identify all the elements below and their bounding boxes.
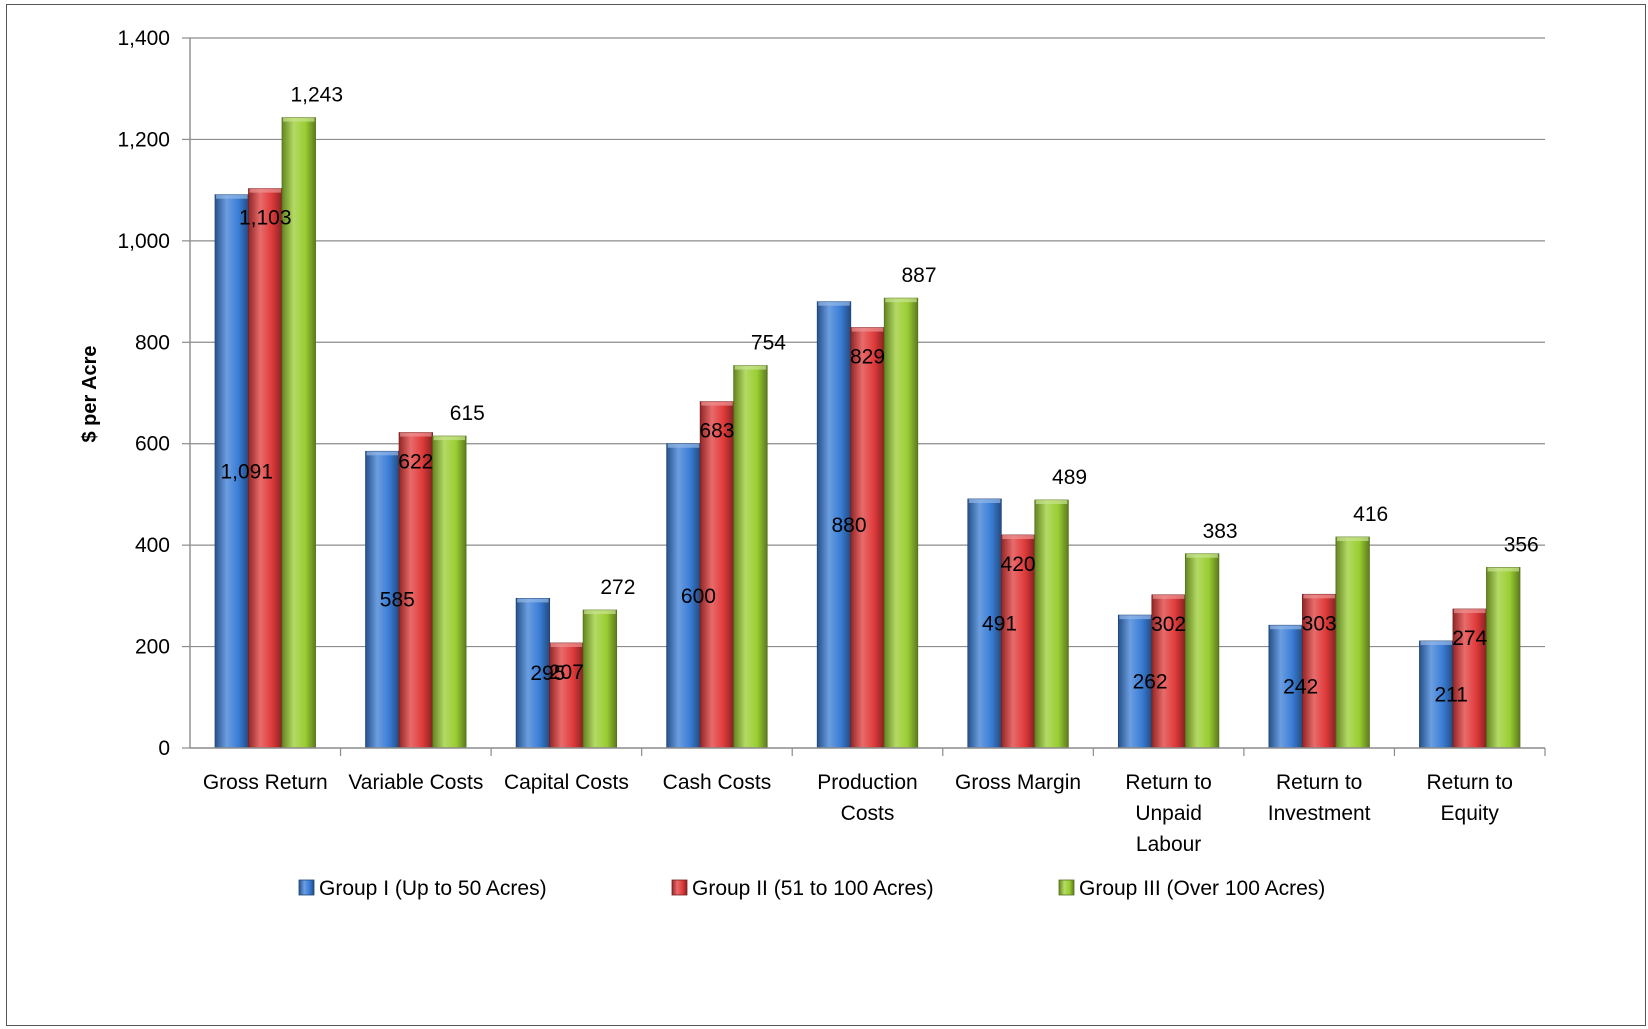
bar xyxy=(1034,499,1069,749)
legend-swatch xyxy=(1058,879,1075,896)
y-axis-ticks: 0 200 400 600 800 1,000 1,200 1,400 xyxy=(117,27,190,760)
bar xyxy=(1335,536,1370,749)
axes xyxy=(189,38,1546,756)
data-label: 242 xyxy=(1283,676,1318,699)
x-category-label: Return to xyxy=(1427,771,1513,794)
x-category-label: Return to xyxy=(1276,771,1362,794)
x-category-label: Cash Costs xyxy=(663,771,772,794)
x-category-label: Return to xyxy=(1125,771,1211,794)
data-label: 489 xyxy=(1052,466,1087,489)
data-label: 887 xyxy=(901,264,936,287)
x-category-label: Capital Costs xyxy=(504,771,629,794)
x-category-label: Labour xyxy=(1136,833,1201,856)
bar xyxy=(666,443,701,749)
data-label: 622 xyxy=(398,451,433,474)
data-label: 356 xyxy=(1504,533,1539,556)
y-tick-label: 0 xyxy=(158,737,170,760)
x-category-label: Variable Costs xyxy=(348,771,483,794)
data-label: 211 xyxy=(1434,683,1467,706)
x-category-label: Unpaid xyxy=(1135,802,1202,825)
legend-label: Group III (Over 100 Acres) xyxy=(1079,877,1325,900)
bar xyxy=(248,188,283,749)
bar xyxy=(549,642,584,749)
data-label: 829 xyxy=(850,346,885,369)
data-label: 1,091 xyxy=(220,460,273,483)
y-tick-label: 400 xyxy=(135,534,170,557)
data-label: 262 xyxy=(1133,671,1168,694)
legend-label: Group I (Up to 50 Acres) xyxy=(319,877,547,900)
data-label: 585 xyxy=(380,589,415,612)
y-tick-label: 600 xyxy=(135,433,170,456)
data-label: 383 xyxy=(1203,520,1238,543)
y-tick-label: 800 xyxy=(135,331,170,354)
bar xyxy=(883,297,919,749)
bar xyxy=(1184,553,1220,749)
data-label: 491 xyxy=(982,612,1017,635)
legend-swatch xyxy=(671,879,688,896)
x-category-label: Costs xyxy=(841,802,895,825)
bar xyxy=(1452,608,1487,749)
data-label: 615 xyxy=(450,402,485,425)
x-category-label: Gross Return xyxy=(203,771,328,794)
bar xyxy=(432,435,467,749)
y-axis-title: $ per Acre xyxy=(79,345,101,442)
data-label: 880 xyxy=(831,514,866,537)
data-label: 754 xyxy=(751,332,786,355)
y-tick-label: 1,200 xyxy=(117,128,170,151)
x-category-label: Investment xyxy=(1268,802,1371,825)
bar xyxy=(816,301,852,749)
data-label: 302 xyxy=(1151,613,1186,636)
bar xyxy=(1302,593,1337,749)
data-label: 683 xyxy=(699,420,734,443)
x-category-label: Production xyxy=(817,771,917,794)
data-label: 272 xyxy=(600,576,635,599)
y-tick-label: 1,000 xyxy=(117,230,170,253)
x-category-label: Equity xyxy=(1441,802,1500,825)
legend: Group I (Up to 50 Acres) Group II (51 to … xyxy=(298,877,1325,900)
bar xyxy=(281,117,316,749)
bar xyxy=(1151,594,1186,749)
x-category-label: Gross Margin xyxy=(955,771,1081,794)
data-label: 207 xyxy=(549,661,584,684)
data-label: 1,103 xyxy=(239,207,292,230)
bar xyxy=(733,365,768,749)
x-axis-categories: Gross Return Variable Costs Capital Costs C… xyxy=(203,771,1513,856)
y-tick-label: 200 xyxy=(135,636,170,659)
bar xyxy=(1000,534,1036,749)
bar xyxy=(582,609,618,749)
data-label: 1,243 xyxy=(290,84,343,107)
data-label: 295 xyxy=(530,662,565,685)
bar xyxy=(1486,567,1521,749)
bar xyxy=(1268,624,1303,749)
data-label: 600 xyxy=(681,585,716,608)
legend-swatch xyxy=(298,879,315,896)
bar xyxy=(1117,614,1153,749)
bar xyxy=(850,327,885,749)
data-label: 420 xyxy=(1001,553,1036,576)
data-label: 303 xyxy=(1302,612,1337,635)
data-label: 416 xyxy=(1353,503,1388,526)
y-tick-label: 1,400 xyxy=(117,27,170,50)
bar xyxy=(699,401,735,749)
bar xyxy=(967,498,1002,749)
legend-label: Group II (51 to 100 Acres) xyxy=(692,877,934,900)
data-label: 274 xyxy=(1452,627,1487,650)
bars xyxy=(214,117,1521,749)
